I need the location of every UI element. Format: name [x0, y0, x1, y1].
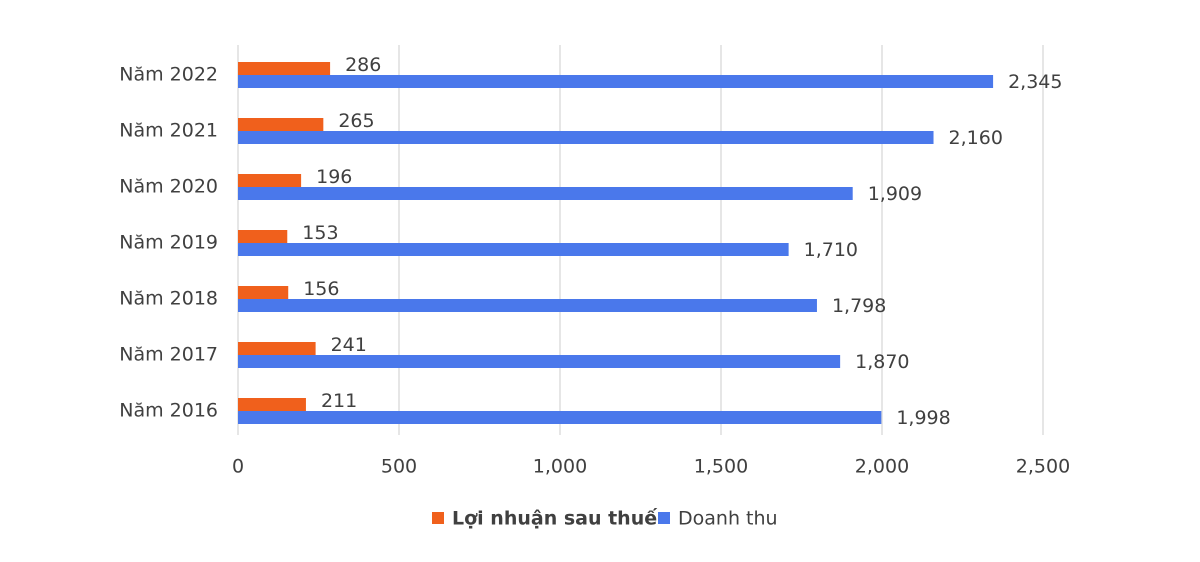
- bar: [238, 174, 302, 187]
- value-label: 241: [331, 334, 367, 356]
- value-label: 156: [303, 278, 339, 300]
- x-tick-label: 0: [232, 456, 244, 478]
- bar: [238, 299, 817, 312]
- y-tick-label: Năm 2018: [119, 288, 218, 310]
- bar: [238, 355, 841, 368]
- legend-swatch: [432, 512, 444, 524]
- y-tick-label: Năm 2017: [119, 344, 218, 366]
- value-label: 1,710: [804, 239, 858, 261]
- bar: [238, 75, 994, 88]
- value-label: 265: [338, 110, 374, 132]
- legend-label: Doanh thu: [678, 508, 778, 530]
- bar: [238, 243, 789, 256]
- value-label: 1,998: [896, 407, 950, 429]
- bar: [238, 286, 289, 299]
- bar: [238, 62, 331, 75]
- value-label: 153: [302, 222, 338, 244]
- legend-label: Lợi nhuận sau thuế: [452, 507, 658, 530]
- value-label: 1,870: [855, 351, 909, 373]
- y-tick-label: Năm 2021: [119, 120, 218, 142]
- value-label: 1,909: [868, 183, 922, 205]
- legend-swatch: [658, 512, 670, 524]
- y-tick-label: Năm 2016: [119, 400, 218, 422]
- bar: [238, 230, 288, 243]
- value-label: 2,345: [1008, 71, 1062, 93]
- bar: [238, 398, 306, 411]
- value-label: 286: [345, 54, 381, 76]
- value-label: 196: [316, 166, 352, 188]
- x-tick-label: 2,500: [1016, 456, 1070, 478]
- x-tick-label: 1,500: [694, 456, 748, 478]
- y-tick-label: Năm 2019: [119, 232, 218, 254]
- value-label: 211: [321, 390, 357, 412]
- y-tick-label: Năm 2020: [119, 176, 218, 198]
- y-tick-label: Năm 2022: [119, 64, 218, 86]
- x-tick-label: 1,000: [533, 456, 587, 478]
- bar: [238, 131, 934, 144]
- bar: [238, 118, 324, 131]
- x-tick-label: 2,000: [855, 456, 909, 478]
- value-label: 1,798: [832, 295, 886, 317]
- bar: [238, 187, 853, 200]
- bar: [238, 342, 316, 355]
- value-label: 2,160: [949, 127, 1003, 149]
- bar: [238, 411, 882, 424]
- x-tick-label: 500: [381, 456, 417, 478]
